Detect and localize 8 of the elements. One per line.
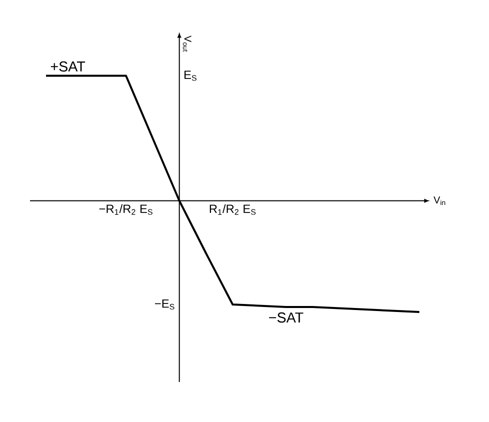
- y-axis-title: V$_{out}$: [182, 36, 192, 52]
- x-axis-title: V$_{in}$: [434, 196, 446, 205]
- x-tick-label: R$_{1}$/R$_{2}$ E$_{S}$: [210, 204, 256, 215]
- annotation: E$_{S}$: [184, 70, 196, 81]
- annotation: +SAT: [50, 61, 86, 72]
- annotation: −SAT: [269, 312, 304, 323]
- annotation: −E$_{S}$: [154, 299, 174, 310]
- x-tick-label: −R$_{1}$/R$_{2}$ E$_{S}$: [99, 204, 152, 215]
